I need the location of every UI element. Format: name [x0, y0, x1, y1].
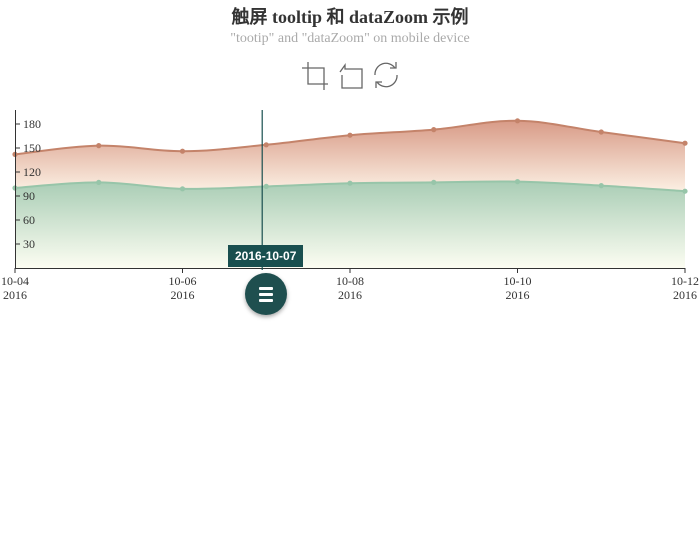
point-lower-2016-10-11[interactable]	[598, 183, 604, 189]
point-upper-2016-10-09[interactable]	[431, 127, 437, 133]
y-tick-label-60: 60	[23, 213, 35, 227]
point-lower-2016-10-07[interactable]	[263, 183, 269, 189]
x-tick-label-2016-10-10: 10-10	[504, 274, 532, 288]
restore-icon[interactable]	[372, 60, 400, 90]
chart-subtitle: "tootip" and "dataZoom" on mobile device	[230, 31, 470, 46]
x-tick-year-2016-10-10: 2016	[506, 288, 530, 302]
point-upper-2016-10-11[interactable]	[598, 129, 604, 135]
point-upper-2016-10-12[interactable]	[682, 140, 688, 146]
x-tick-label-2016-10-04: 10-04	[1, 274, 29, 288]
point-upper-2016-10-07[interactable]	[263, 142, 269, 148]
point-upper-2016-10-08[interactable]	[347, 132, 353, 138]
point-upper-2016-10-05[interactable]	[96, 143, 102, 149]
point-lower-2016-10-09[interactable]	[431, 179, 437, 185]
x-tick-year-2016-10-12: 2016	[673, 288, 697, 302]
point-upper-2016-10-10[interactable]	[514, 118, 521, 124]
x-tick-year-2016-10-06: 2016	[171, 288, 195, 302]
x-tick-year-2016-10-08: 2016	[338, 288, 362, 302]
y-tick-label-150: 150	[23, 141, 41, 155]
zoom-back-icon[interactable]	[336, 60, 364, 90]
zoom-area-icon[interactable]	[300, 60, 328, 90]
y-tick-label-180: 180	[23, 117, 41, 131]
x-tick-label-2016-10-08: 10-08	[336, 274, 364, 288]
point-lower-2016-10-06[interactable]	[179, 186, 186, 192]
x-tick-year-2016-10-04: 2016	[3, 288, 27, 302]
area-lower-series	[15, 181, 685, 268]
area-upper-series	[15, 120, 685, 192]
point-lower-2016-10-04[interactable]	[12, 185, 18, 191]
chart-title: 触屏 tooltip 和 dataZoom 示例	[231, 7, 469, 27]
point-lower-2016-10-10[interactable]	[514, 179, 521, 185]
point-upper-2016-10-04[interactable]	[12, 151, 18, 157]
axis-pointer-handle[interactable]	[245, 273, 287, 315]
x-tick-label-2016-10-06: 10-06	[169, 274, 197, 288]
point-lower-2016-10-12[interactable]	[682, 188, 688, 194]
point-lower-2016-10-08[interactable]	[347, 180, 353, 186]
point-upper-2016-10-06[interactable]	[179, 148, 186, 154]
y-tick-label-30: 30	[23, 237, 35, 251]
y-tick-label-120: 120	[23, 165, 41, 179]
axis-pointer-label: 2016-10-07	[228, 245, 304, 267]
point-lower-2016-10-05[interactable]	[96, 179, 102, 185]
y-tick-label-90: 90	[23, 189, 35, 203]
x-tick-label-2016-10-12: 10-12	[671, 274, 699, 288]
